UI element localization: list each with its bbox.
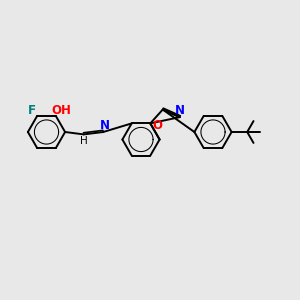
Text: N: N xyxy=(100,119,110,132)
Text: F: F xyxy=(28,104,36,117)
Text: OH: OH xyxy=(51,104,71,117)
Text: N: N xyxy=(175,104,185,117)
Text: H: H xyxy=(80,136,88,146)
Text: O: O xyxy=(152,119,162,132)
